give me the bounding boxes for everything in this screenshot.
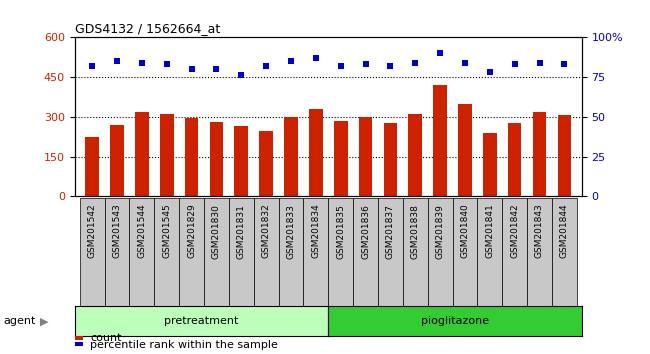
Bar	[75, 336, 83, 340]
Bar	[85, 137, 99, 196]
Point	[161, 61, 172, 67]
Text: GSM201542: GSM201542	[88, 204, 97, 258]
Text: GSM201841: GSM201841	[486, 204, 494, 258]
Text: GSM201835: GSM201835	[336, 204, 345, 259]
Text: GSM201543: GSM201543	[112, 204, 122, 258]
Point	[335, 63, 346, 69]
Bar	[477, 198, 502, 308]
Bar	[378, 198, 403, 308]
Text: GSM201843: GSM201843	[535, 204, 544, 258]
Point	[410, 60, 421, 65]
Text: percentile rank within the sample: percentile rank within the sample	[90, 340, 278, 350]
Text: ▶: ▶	[40, 316, 49, 326]
Bar	[154, 198, 179, 308]
Bar	[328, 198, 353, 308]
Bar	[160, 114, 174, 196]
Bar	[179, 198, 204, 308]
Text: GSM201839: GSM201839	[436, 204, 445, 259]
Bar	[284, 117, 298, 196]
Bar	[204, 198, 229, 308]
Bar	[408, 114, 422, 196]
Bar	[229, 198, 254, 308]
Text: GSM201830: GSM201830	[212, 204, 221, 259]
Bar	[452, 198, 477, 308]
Text: GSM201836: GSM201836	[361, 204, 370, 259]
Point	[187, 66, 197, 72]
Bar	[527, 198, 552, 308]
Bar	[483, 133, 497, 196]
Bar	[209, 122, 223, 196]
Text: pretreatment: pretreatment	[164, 316, 239, 326]
Point	[559, 61, 569, 67]
Point	[286, 58, 296, 64]
Bar	[458, 103, 472, 196]
Bar	[428, 198, 452, 308]
Bar	[552, 198, 577, 308]
Text: pioglitazone: pioglitazone	[421, 316, 489, 326]
Point	[87, 63, 98, 69]
Point	[510, 61, 520, 67]
Bar	[110, 125, 124, 196]
Bar	[384, 124, 397, 196]
Bar	[135, 112, 149, 196]
Text: GSM201834: GSM201834	[311, 204, 320, 258]
Text: count: count	[90, 333, 122, 343]
Text: GSM201544: GSM201544	[137, 204, 146, 258]
Point	[136, 60, 147, 65]
Bar	[185, 118, 198, 196]
Point	[236, 73, 246, 78]
Bar	[353, 198, 378, 308]
Bar	[254, 198, 279, 308]
Bar	[80, 198, 105, 308]
Bar	[105, 198, 129, 308]
Bar	[334, 121, 348, 196]
Point	[534, 60, 545, 65]
Bar	[502, 198, 527, 308]
Text: agent: agent	[3, 316, 36, 326]
Text: GSM201833: GSM201833	[287, 204, 296, 259]
Point	[460, 60, 470, 65]
Bar	[359, 117, 372, 196]
Text: GSM201837: GSM201837	[386, 204, 395, 259]
Bar	[309, 109, 322, 196]
Bar	[434, 85, 447, 196]
Text: GSM201838: GSM201838	[411, 204, 420, 259]
Bar	[75, 342, 83, 346]
Bar	[235, 126, 248, 196]
Bar	[508, 124, 521, 196]
Bar	[403, 198, 428, 308]
Point	[311, 55, 321, 61]
Bar	[532, 112, 547, 196]
Text: GSM201840: GSM201840	[460, 204, 469, 258]
Text: GSM201831: GSM201831	[237, 204, 246, 259]
Point	[485, 69, 495, 75]
Point	[112, 58, 122, 64]
Text: GSM201832: GSM201832	[261, 204, 270, 258]
Bar	[259, 131, 273, 196]
Point	[360, 61, 370, 67]
Bar	[304, 198, 328, 308]
Text: GSM201842: GSM201842	[510, 204, 519, 258]
Point	[211, 66, 222, 72]
Text: GDS4132 / 1562664_at: GDS4132 / 1562664_at	[75, 22, 220, 35]
Point	[261, 63, 271, 69]
Bar	[558, 115, 571, 196]
Point	[435, 50, 445, 56]
Text: GSM201829: GSM201829	[187, 204, 196, 258]
Point	[385, 63, 396, 69]
Bar	[279, 198, 304, 308]
Bar	[129, 198, 154, 308]
Text: GSM201545: GSM201545	[162, 204, 171, 258]
Text: GSM201844: GSM201844	[560, 204, 569, 258]
